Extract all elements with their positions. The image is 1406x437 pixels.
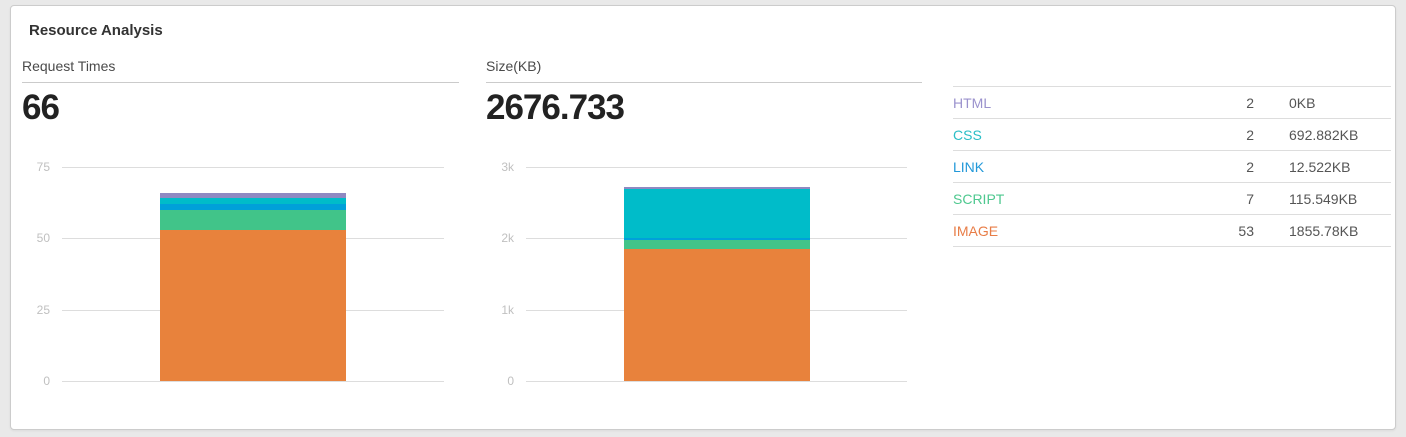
axis-tick-label: 1k xyxy=(501,302,514,317)
section-resource-table: HTML 2 0KB CSS 2 692.882KB LINK 2 12.522KB SCRIPT… xyxy=(953,56,1391,381)
bar-segment-script[interactable] xyxy=(623,240,810,249)
resource-size: 0KB xyxy=(1289,94,1316,111)
axis-tick-label: 25 xyxy=(36,302,50,317)
table-row-link: LINK 2 12.522KB xyxy=(953,151,1391,183)
resource-table: HTML 2 0KB CSS 2 692.882KB LINK 2 12.522KB SCRIPT… xyxy=(953,86,1391,247)
resource-count: 2 xyxy=(1246,94,1254,111)
bar-segment-html[interactable] xyxy=(623,186,810,189)
size-kb-plot-area xyxy=(526,167,907,382)
resource-count: 7 xyxy=(1246,190,1254,207)
bar-segment-link[interactable] xyxy=(160,204,346,210)
size-kb-total: 2676.733 xyxy=(486,88,625,127)
axis-tick-label: 75 xyxy=(36,160,50,174)
gridline xyxy=(526,167,907,168)
resource-count: 2 xyxy=(1246,158,1254,175)
resource-type-label: HTML xyxy=(953,94,992,111)
table-row-image: IMAGE 53 1855.78KB xyxy=(953,215,1391,247)
resource-size: 12.522KB xyxy=(1289,158,1351,175)
card-content: Request Times 66 75 50 25 0 Size(KB) 2676.7… xyxy=(22,56,1395,387)
axis-tick-label: 0 xyxy=(43,374,50,388)
bar-segment-link[interactable] xyxy=(623,238,810,241)
resource-size: 692.882KB xyxy=(1289,126,1359,143)
section-divider xyxy=(486,82,922,83)
gridline xyxy=(526,381,907,382)
resource-size: 1855.78KB xyxy=(1289,222,1359,239)
size-kb-plot: 3k 2k 1k 0 xyxy=(486,161,922,387)
resource-size: 115.549KB xyxy=(1289,190,1358,207)
axis-tick-label: 0 xyxy=(507,374,514,388)
chart-label: Size(KB) xyxy=(486,58,542,74)
resource-type-label: IMAGE xyxy=(953,222,999,239)
bar-segment-image[interactable] xyxy=(623,248,810,381)
table-row-css: CSS 2 692.882KB xyxy=(953,119,1391,151)
chart-label: Request Times xyxy=(22,58,116,74)
gridline xyxy=(62,381,444,382)
table-row-script: SCRIPT 7 115.549KB xyxy=(953,183,1391,215)
axis-tick-label: 2k xyxy=(501,231,514,246)
request-times-plot: 75 50 25 0 xyxy=(22,161,459,387)
section-request-times: Request Times 66 75 50 25 0 xyxy=(22,56,459,387)
resource-type-label: CSS xyxy=(953,126,982,143)
section-size-kb: Size(KB) 2676.733 3k 2k 1k 0 xyxy=(486,56,922,387)
size-kb-stacked-bar[interactable] xyxy=(623,186,810,381)
bar-segment-css[interactable] xyxy=(160,198,346,205)
resource-analysis-card: Resource Analysis Request Times 66 75 50 2… xyxy=(10,5,1396,430)
card-title: Resource Analysis xyxy=(29,22,163,39)
resource-count: 53 xyxy=(1238,222,1254,239)
request-times-plot-area xyxy=(62,167,444,382)
bar-segment-image[interactable] xyxy=(160,229,346,381)
gridline xyxy=(62,167,444,168)
resource-type-label: LINK xyxy=(953,158,985,175)
axis-tick-label: 50 xyxy=(36,231,50,246)
table-row-html: HTML 2 0KB xyxy=(953,86,1391,119)
resource-count: 2 xyxy=(1246,126,1254,143)
bar-segment-html[interactable] xyxy=(160,192,346,199)
bar-segment-css[interactable] xyxy=(623,188,810,239)
request-times-stacked-bar[interactable] xyxy=(160,192,346,381)
request-times-total: 66 xyxy=(22,88,60,127)
axis-tick-label: 3k xyxy=(501,160,514,174)
resource-type-label: SCRIPT xyxy=(953,190,1005,207)
section-divider xyxy=(22,82,459,83)
bar-segment-script[interactable] xyxy=(160,209,346,230)
